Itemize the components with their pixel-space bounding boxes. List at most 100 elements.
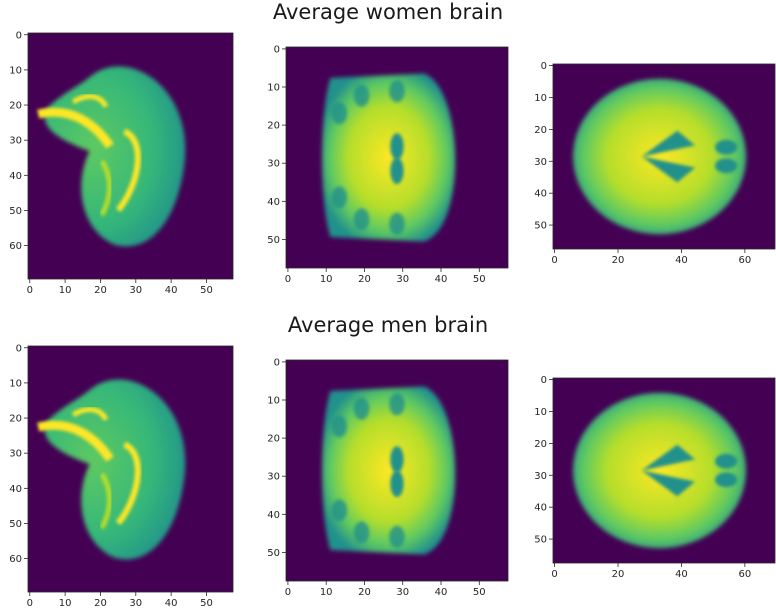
x-tick-label: 0 — [551, 569, 557, 580]
ventricle-arc — [115, 128, 141, 213]
x-tick-label: 50 — [200, 598, 213, 609]
x-tick-label: 10 — [320, 587, 333, 598]
y-tick-label: 20 — [534, 439, 547, 450]
sulcus — [331, 499, 348, 522]
white-matter-band — [37, 107, 114, 149]
y-tick-label: 50 — [9, 206, 22, 217]
ventricle — [390, 470, 404, 498]
y-tick-label: 0 — [274, 44, 280, 55]
y-tick-label: 60 — [9, 241, 22, 252]
y-tick-label: 40 — [267, 510, 280, 521]
y-tick-label: 10 — [9, 65, 22, 76]
ventricle — [715, 158, 738, 174]
brain-slice — [572, 78, 747, 235]
x-tick-label: 20 — [94, 285, 107, 296]
x-tick-label: 40 — [165, 598, 178, 609]
y-tick-label: 20 — [267, 434, 280, 445]
panel-women-coronal: 0 10 20 30 40 50 0 10 20 30 40 50 — [267, 44, 509, 285]
y-tick-label: 10 — [267, 396, 280, 407]
x-tick-label: 50 — [473, 274, 486, 285]
y-tick-label: 50 — [267, 235, 280, 246]
y-tick-label: 40 — [534, 189, 547, 200]
x-tick-label: 10 — [59, 598, 72, 609]
brain-slice — [37, 379, 186, 560]
y-tick-label: 40 — [9, 171, 22, 182]
y-tick-label: 30 — [9, 449, 22, 460]
x-tick-label: 10 — [320, 274, 333, 285]
y-tick-label: 30 — [267, 472, 280, 483]
y-tick-label: 0 — [16, 343, 22, 354]
y-tick-label: 20 — [267, 121, 280, 132]
x-tick-label: 40 — [435, 274, 448, 285]
panel-women-axial: 0 20 40 60 0 10 20 30 40 50 — [534, 61, 776, 266]
x-tick-label: 20 — [612, 255, 625, 266]
y-tick-label: 50 — [534, 535, 547, 546]
white-matter-band — [71, 407, 109, 421]
x-tick-label: 0 — [27, 285, 33, 296]
x-tick-label: 40 — [675, 569, 688, 580]
panel-men-coronal: 0 10 20 30 40 50 0 10 20 30 40 50 — [267, 357, 509, 598]
sulcus — [331, 186, 348, 209]
x-tick-label: 0 — [551, 255, 557, 266]
y-tick-label: 30 — [267, 159, 280, 170]
ventricle — [641, 470, 696, 497]
title-men: Average men brain — [287, 313, 489, 337]
x-tick-label: 40 — [435, 587, 448, 598]
sulcus — [353, 521, 370, 544]
sulcus — [353, 397, 370, 420]
y-tick-label: 60 — [9, 554, 22, 565]
x-tick-label: 20 — [94, 598, 107, 609]
y-tick-label: 0 — [274, 357, 280, 368]
sulcus — [389, 393, 405, 416]
axes-frame — [27, 32, 234, 280]
ventricle — [641, 130, 696, 157]
ventricle — [390, 133, 404, 160]
white-matter-band — [99, 159, 112, 217]
y-tick-label: 0 — [541, 61, 547, 72]
ventricle — [715, 139, 738, 155]
ventricle — [641, 444, 696, 471]
brain-slice — [572, 392, 747, 549]
axes-frame — [285, 46, 509, 269]
y-tick-label: 40 — [534, 503, 547, 514]
panel-men-axial: 0 20 40 60 0 10 20 30 40 50 — [534, 375, 776, 580]
ventricle-arc — [115, 441, 141, 526]
x-tick-label: 60 — [739, 255, 752, 266]
x-tick-label: 30 — [396, 587, 409, 598]
ventricle — [641, 156, 696, 183]
panel-men-sagittal: 0 10 20 30 40 50 0 10 20 30 40 50 60 — [9, 343, 234, 609]
sulcus — [389, 80, 405, 103]
white-matter-band — [37, 420, 114, 462]
x-tick-label: 20 — [358, 587, 371, 598]
y-tick-label: 30 — [534, 157, 547, 168]
white-matter-band — [71, 94, 109, 108]
y-tick-label: 10 — [9, 378, 22, 389]
ventricle — [390, 157, 404, 185]
x-tick-label: 50 — [200, 285, 213, 296]
y-tick-label: 10 — [267, 83, 280, 94]
sulcus — [331, 415, 348, 438]
y-tick-label: 20 — [9, 414, 22, 425]
sulcus — [389, 525, 405, 548]
panel-women-sagittal: 0 10 20 30 40 50 0 10 20 30 40 50 60 — [9, 30, 234, 296]
y-tick-label: 20 — [9, 101, 22, 112]
y-tick-label: 50 — [534, 221, 547, 232]
y-tick-label: 40 — [9, 484, 22, 495]
brain-slice — [322, 73, 464, 242]
axes-frame — [552, 377, 776, 564]
x-tick-label: 30 — [129, 598, 142, 609]
sulcus — [331, 102, 348, 125]
x-tick-label: 20 — [358, 274, 371, 285]
x-tick-label: 20 — [612, 569, 625, 580]
axes-frame — [552, 63, 776, 250]
y-tick-label: 10 — [534, 407, 547, 418]
x-tick-label: 0 — [285, 274, 291, 285]
y-tick-label: 0 — [16, 30, 22, 41]
x-tick-label: 10 — [59, 285, 72, 296]
title-women: Average women brain — [272, 0, 504, 24]
x-tick-label: 30 — [396, 274, 409, 285]
sulcus — [353, 84, 370, 107]
x-tick-label: 0 — [285, 587, 291, 598]
ventricle — [390, 446, 404, 473]
y-tick-label: 50 — [267, 548, 280, 559]
